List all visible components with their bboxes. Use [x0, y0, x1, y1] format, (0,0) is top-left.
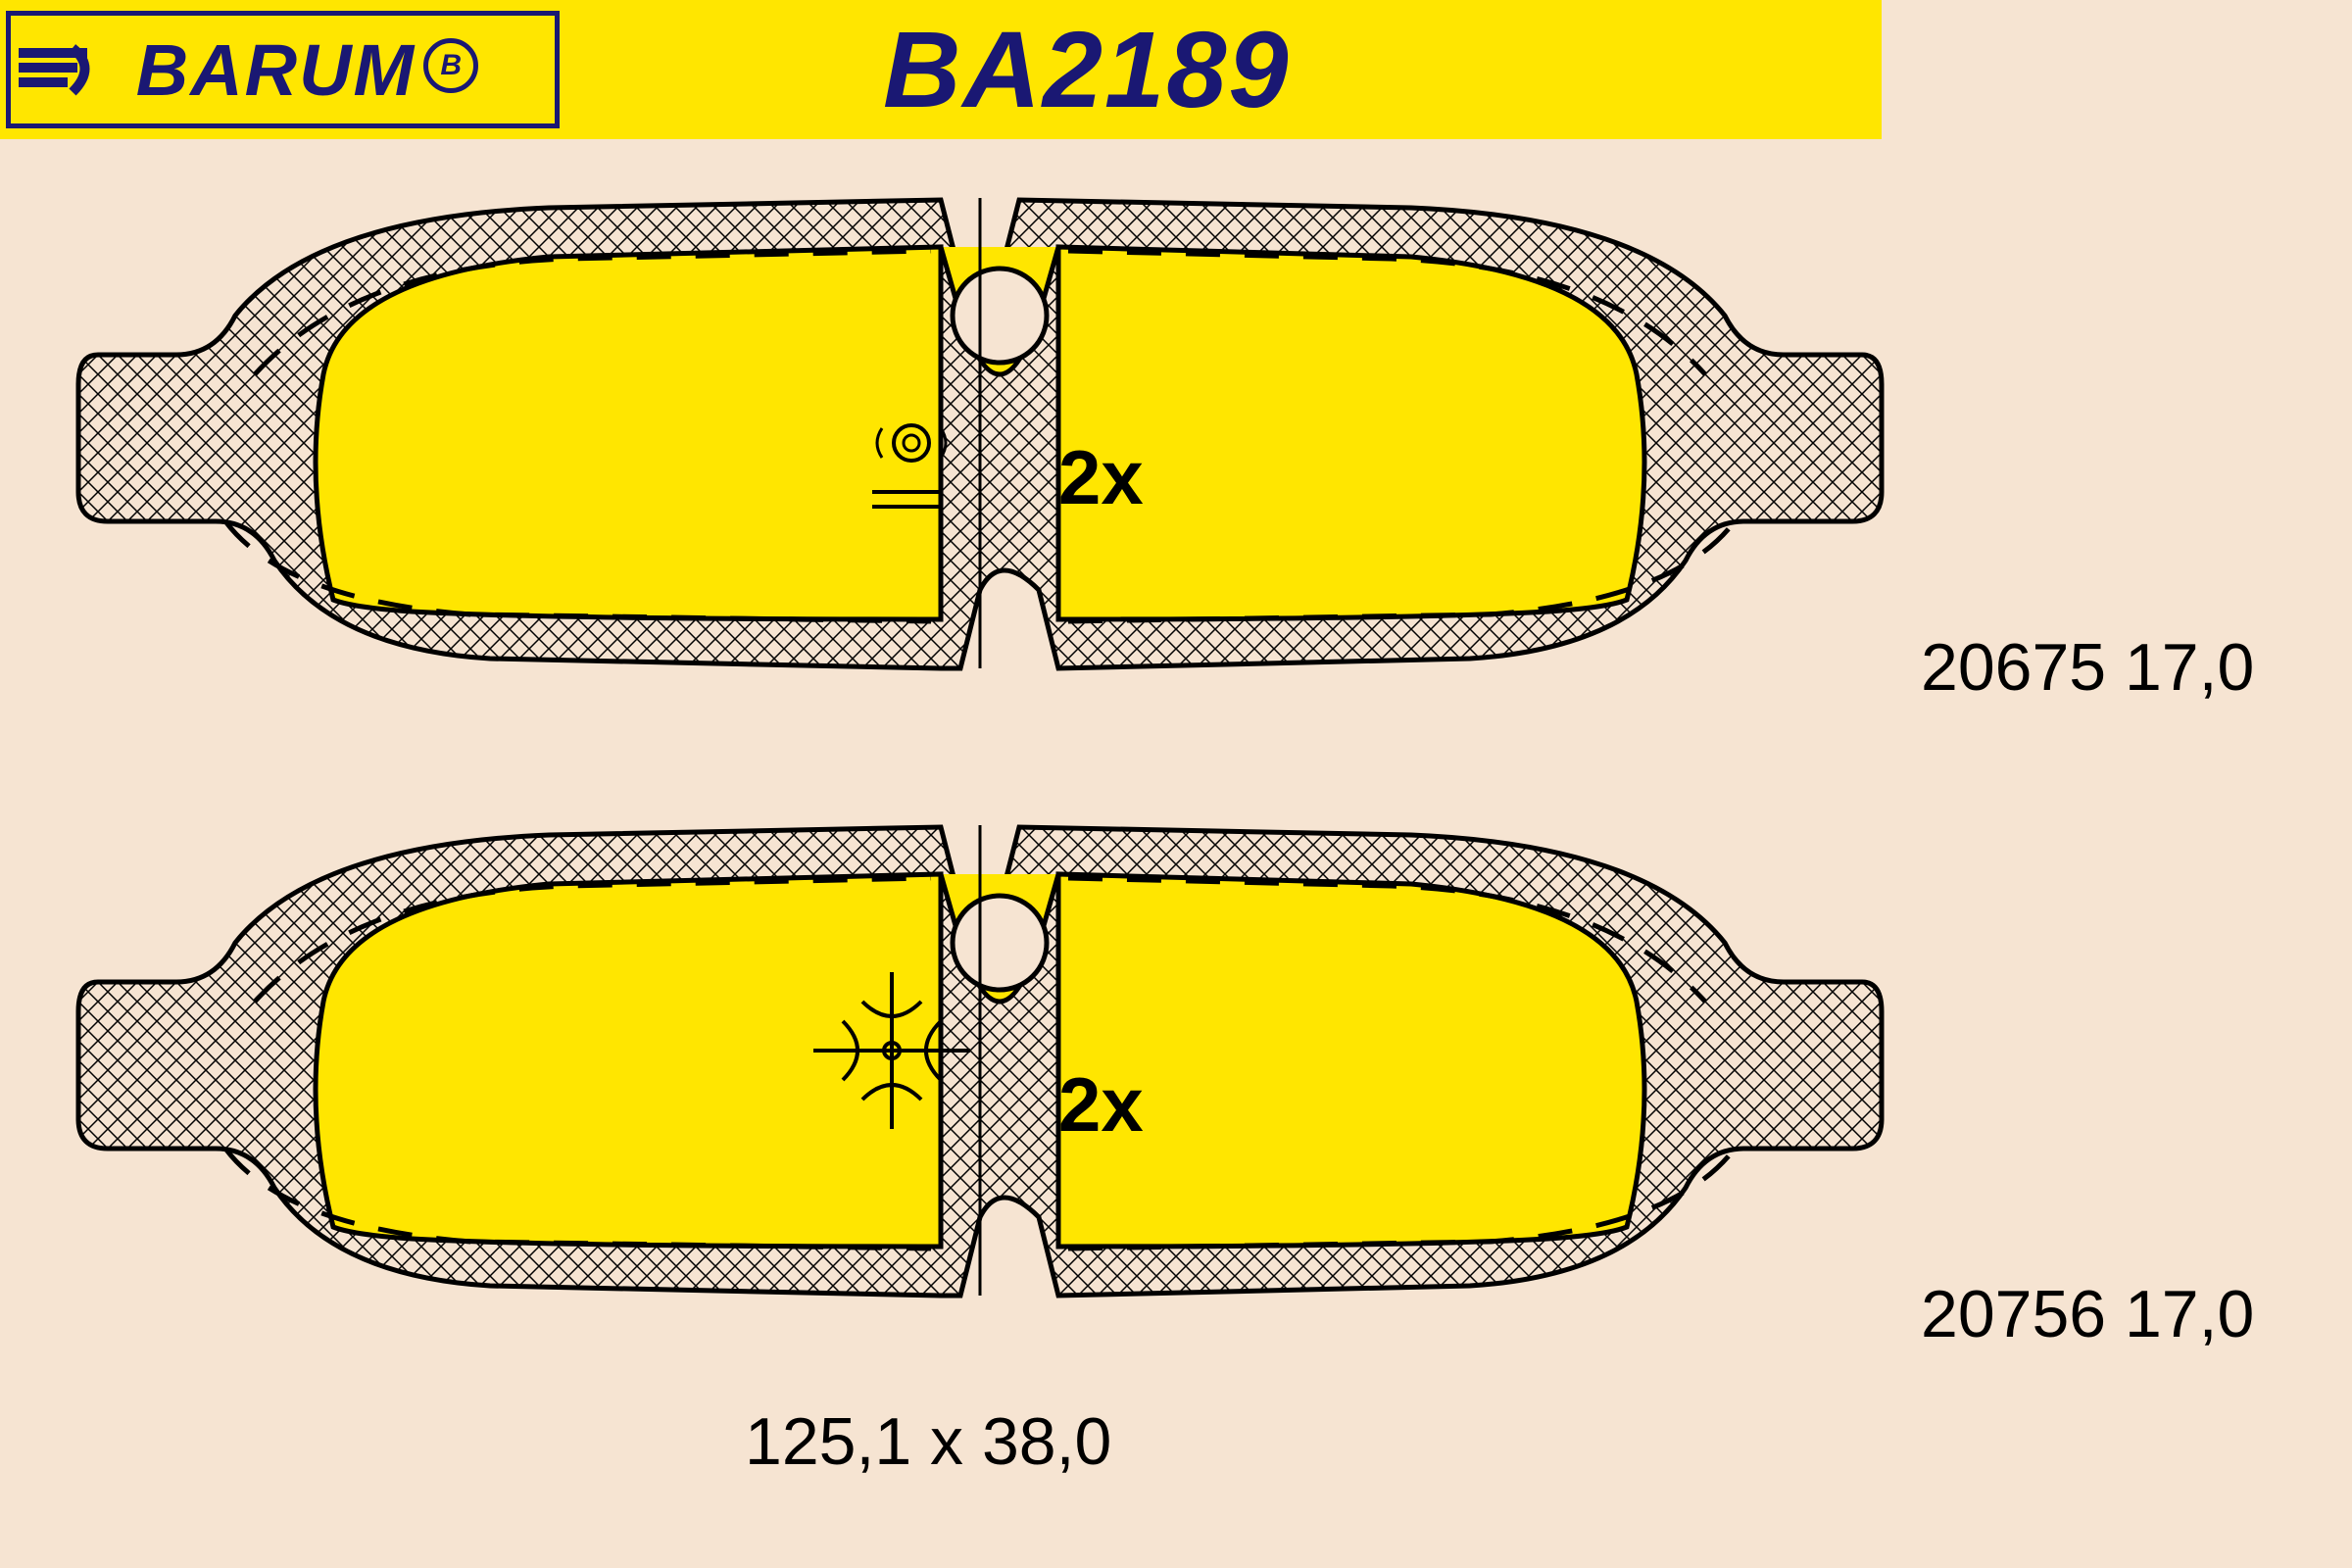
page-root: BARUM B BA2189 — [0, 0, 2352, 1568]
spec-label-top: 20675 17,0 — [1921, 629, 2254, 706]
qty-label-bottom: 2x — [1058, 1060, 1144, 1150]
brand-badge-icon: B — [423, 38, 478, 93]
brand-logo-box: BARUM B — [6, 11, 560, 128]
qty-label-top: 2x — [1058, 433, 1144, 522]
dimension-label: 125,1 x 38,0 — [745, 1403, 1111, 1480]
part-number: BA2189 — [883, 8, 1291, 132]
spec-label-bottom: 20756 17,0 — [1921, 1276, 2254, 1352]
brand-name: BARUM — [136, 28, 416, 112]
header-banner: BARUM B BA2189 — [0, 0, 1882, 139]
diagram-area: 2x 20675 17,0 2x — [0, 139, 2352, 1568]
brand-wing-icon — [19, 43, 97, 102]
brake-pad-bottom — [59, 806, 1901, 1354]
brake-pad-top — [59, 178, 1901, 727]
